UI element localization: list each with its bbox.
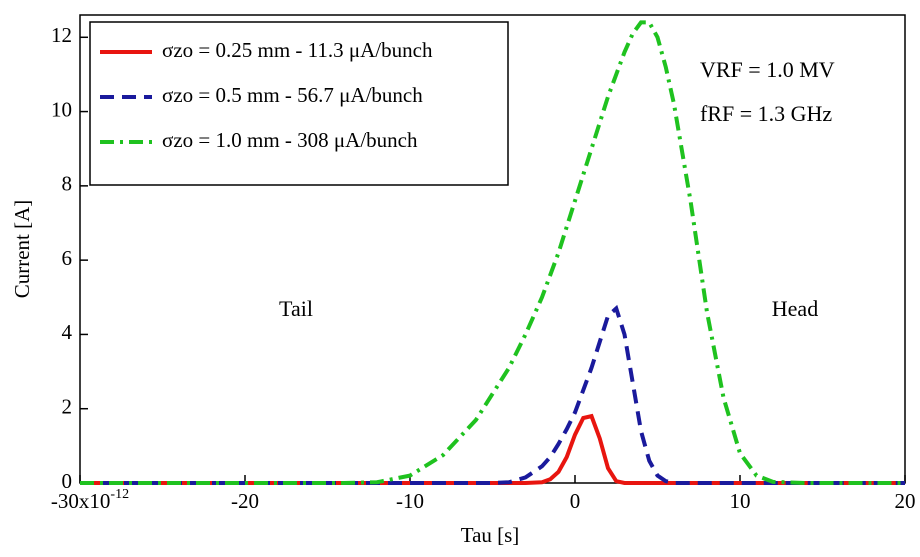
y-tick-label: 8 — [62, 172, 73, 196]
y-tick-label: 10 — [51, 97, 72, 121]
y-tick-label: 2 — [62, 395, 73, 419]
y-tick-label: 0 — [62, 469, 73, 493]
x-tick-label-text: -30x10 — [51, 489, 111, 513]
x-axis-label: Tau [s] — [461, 523, 520, 547]
x-tick-label: -20 — [231, 489, 259, 513]
y-tick-label: 6 — [62, 246, 73, 270]
x-tick-label: -10 — [396, 489, 424, 513]
series-line — [80, 20, 905, 485]
x-tick-label: 10 — [730, 489, 751, 513]
legend-label: σzo = 0.25 mm - 11.3 μA/bunch — [162, 38, 433, 62]
y-tick-label: 12 — [51, 23, 72, 47]
legend-box — [89, 21, 509, 186]
series-line — [80, 413, 905, 485]
series-line — [80, 304, 905, 485]
y-tick-label: 4 — [62, 320, 73, 344]
y-axis-label: Current [A] — [10, 200, 34, 299]
annotation: fRF = 1.3 GHz — [700, 101, 832, 126]
x-tick-exponent: -12 — [110, 487, 129, 502]
x-tick-label: 20 — [895, 489, 916, 513]
x-tick-label: 0 — [570, 489, 581, 513]
legend-label: σzo = 0.5 mm - 56.7 μA/bunch — [162, 83, 423, 107]
legend-label: σzo = 1.0 mm - 308 μA/bunch — [162, 128, 418, 152]
annotation: Tail — [279, 296, 313, 321]
x-tick-label: -30x10-12 — [51, 487, 129, 513]
annotation: Head — [772, 296, 818, 321]
annotation: VRF = 1.0 MV — [700, 57, 835, 82]
